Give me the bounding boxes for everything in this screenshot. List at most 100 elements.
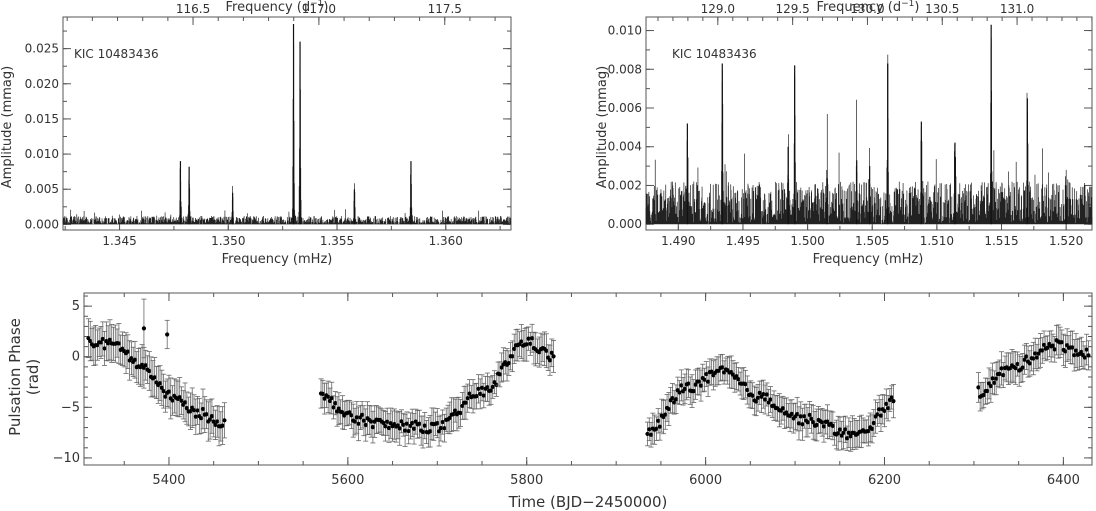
x2-axis-label-right: Frequency (d−1) xyxy=(817,0,920,15)
phase-point xyxy=(547,358,553,363)
phase-point xyxy=(814,422,819,428)
phase-point xyxy=(1072,353,1077,358)
phase-point xyxy=(656,418,661,423)
phase-point xyxy=(106,341,111,346)
phase-point xyxy=(179,398,184,403)
y-tick-label: 0.004 xyxy=(608,140,642,154)
phase-point xyxy=(866,428,871,434)
phase-point xyxy=(999,366,1004,371)
x2-tick-label: 130.5 xyxy=(925,2,959,16)
phase-point xyxy=(490,384,495,390)
y-tick-label: 0.025 xyxy=(25,42,59,56)
phase-point xyxy=(442,426,447,431)
phase-point xyxy=(485,385,490,390)
phase-point xyxy=(476,386,481,391)
phase-point xyxy=(107,337,113,342)
phase-point xyxy=(891,399,896,404)
phase-point xyxy=(159,385,164,390)
x-tick-label: 6400 xyxy=(1047,473,1080,488)
phase-point xyxy=(809,416,814,421)
y-axis-label-bottom-line2: (rad) xyxy=(24,359,42,396)
kic-label-left: KIC 10483436 xyxy=(74,47,159,61)
phase-point xyxy=(871,420,876,426)
phase-point xyxy=(370,424,375,430)
x2-axis-label-right-sup: −1 xyxy=(901,0,914,9)
phase-point xyxy=(211,419,216,424)
phase-point xyxy=(825,419,830,424)
x-tick-label: 5400 xyxy=(152,473,185,488)
phase-point xyxy=(157,381,163,386)
phase-point xyxy=(166,389,172,394)
x2-axis-label-left: Frequency (d−1) xyxy=(226,0,329,15)
phase-point xyxy=(754,399,759,404)
phase-point xyxy=(354,415,359,420)
phase-point xyxy=(807,412,812,418)
phase-point xyxy=(997,371,1002,377)
x-tick-label: 1.345 xyxy=(102,234,136,248)
phase-point xyxy=(1045,345,1050,350)
phase-point xyxy=(736,377,741,382)
phase-point xyxy=(333,401,338,406)
phase-point xyxy=(768,397,773,402)
phase-point xyxy=(129,356,134,361)
phase-point xyxy=(519,339,524,344)
x2-tick-label: 117.5 xyxy=(428,2,462,16)
phase-point xyxy=(402,428,408,433)
phase-point xyxy=(698,383,704,388)
phase-point xyxy=(654,426,659,431)
phase-point xyxy=(331,405,336,410)
phase-point xyxy=(420,429,426,435)
phase-point xyxy=(549,350,554,355)
phase-point xyxy=(209,414,215,419)
phase-point xyxy=(481,393,486,398)
phase-point xyxy=(789,411,794,416)
phase-point xyxy=(795,412,800,417)
phase-outlier-point xyxy=(141,326,147,331)
x2-tick-label: 116.5 xyxy=(176,2,210,16)
phase-point xyxy=(1079,349,1084,355)
phase-point xyxy=(992,380,997,385)
phase-point xyxy=(383,424,388,429)
phase-point xyxy=(453,408,458,413)
phase-point xyxy=(147,368,152,374)
y-tick-label: 0.020 xyxy=(25,77,59,91)
x-tick-label: 6000 xyxy=(689,473,722,488)
phase-point xyxy=(369,419,374,424)
phase-point xyxy=(734,374,739,379)
phase-point xyxy=(743,382,748,387)
x-tick-label: 5600 xyxy=(331,473,364,488)
phase-point xyxy=(222,418,227,423)
phase-point xyxy=(686,381,691,386)
x-tick-label: 1.500 xyxy=(790,234,824,248)
x2-axis-label-left-close: ) xyxy=(323,0,328,15)
phase-point xyxy=(199,416,204,421)
plot-frame xyxy=(645,16,1093,231)
phase-point xyxy=(349,413,354,418)
y-tick-label: 0.005 xyxy=(25,182,59,196)
phase-point xyxy=(510,354,515,359)
phase-point xyxy=(802,414,807,419)
phase-point xyxy=(208,417,213,422)
phase-point xyxy=(336,406,342,411)
phase-point xyxy=(132,357,138,362)
panel-top-left-spectrum: KIC 10483436 Frequency (mHz) Frequency (… xyxy=(0,0,512,267)
phase-point xyxy=(182,400,188,405)
phase-point xyxy=(750,393,755,398)
phase-point xyxy=(428,429,433,434)
phase-point xyxy=(184,406,189,411)
phase-point xyxy=(848,434,853,439)
phase-point xyxy=(976,385,981,390)
phase-point xyxy=(691,388,696,394)
y-axis-label-bottom-line1: Pulsation Phase xyxy=(6,318,24,436)
phase-point xyxy=(836,431,841,436)
phase-point xyxy=(745,387,750,393)
phase-point xyxy=(1063,349,1068,354)
x-tick-label: 1.520 xyxy=(1049,234,1083,248)
phase-point xyxy=(544,348,549,353)
phase-point xyxy=(1073,348,1079,353)
phase-point xyxy=(467,391,472,396)
phase-point xyxy=(798,414,803,419)
phase-point xyxy=(460,403,465,409)
x-tick-label: 1.510 xyxy=(920,234,954,248)
phase-point xyxy=(673,397,679,402)
